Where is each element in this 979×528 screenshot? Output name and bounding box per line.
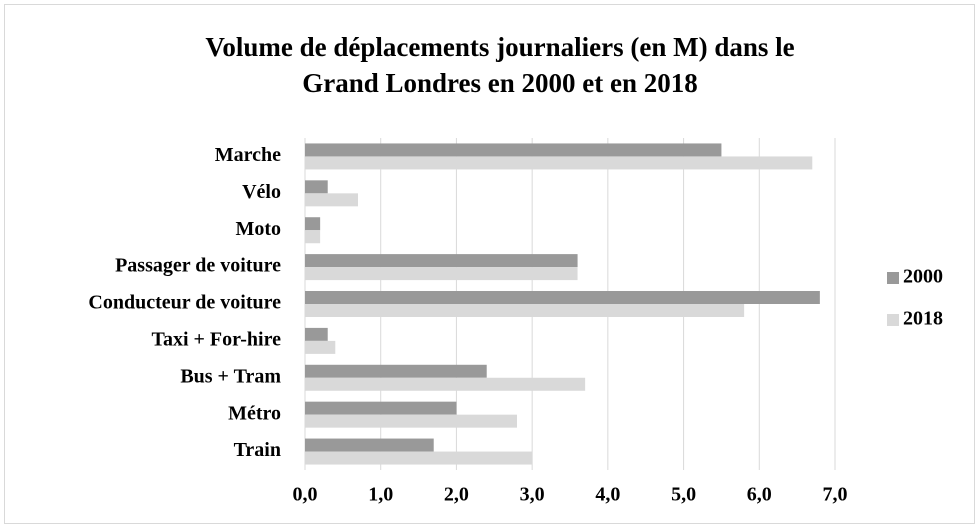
- bar: [305, 364, 487, 378]
- bar: [305, 304, 745, 317]
- bar: [305, 340, 336, 354]
- bar: [305, 327, 328, 341]
- bar: [305, 180, 328, 194]
- x-tick-label: 0,0: [293, 484, 318, 506]
- x-tick-label: 3,0: [520, 484, 545, 506]
- bar: [305, 377, 586, 391]
- y-tick-label: Train: [234, 439, 281, 461]
- bar: [305, 193, 358, 207]
- chart-title: Volume de déplacements journaliers (en M…: [205, 32, 794, 98]
- y-tick-label: Passager de voiture: [115, 255, 281, 277]
- bar: [305, 267, 578, 281]
- legend-swatch: [887, 272, 899, 284]
- y-tick-label: Vélo: [242, 181, 281, 203]
- x-tick-label: 2,0: [444, 484, 469, 506]
- x-tick-label: 7,0: [823, 484, 848, 506]
- bar: [305, 438, 434, 452]
- bar: [305, 217, 321, 231]
- y-tick-label: Taxi + For-hire: [151, 328, 281, 350]
- y-tick-label: Bus + Tram: [180, 365, 281, 387]
- bar: [305, 451, 533, 465]
- x-tick-label: 5,0: [671, 484, 696, 506]
- legend-swatch: [887, 314, 899, 326]
- bar: [305, 401, 457, 415]
- x-tick-label: 4,0: [595, 484, 620, 506]
- bar: [305, 414, 517, 428]
- bar: [305, 143, 722, 157]
- y-tick-label: Marche: [215, 144, 281, 166]
- bar: [305, 156, 813, 170]
- bar: [305, 291, 820, 304]
- x-tick-label: 1,0: [368, 484, 393, 506]
- y-tick-label: Métro: [228, 402, 281, 424]
- y-tick-label: Moto: [235, 218, 281, 240]
- x-tick-label: 6,0: [747, 484, 772, 506]
- bar: [305, 230, 321, 244]
- legend-label: 2000: [903, 266, 943, 288]
- y-tick-label: Conducteur de voiture: [88, 292, 281, 314]
- legend-label: 2018: [903, 308, 943, 330]
- bar: [305, 254, 578, 268]
